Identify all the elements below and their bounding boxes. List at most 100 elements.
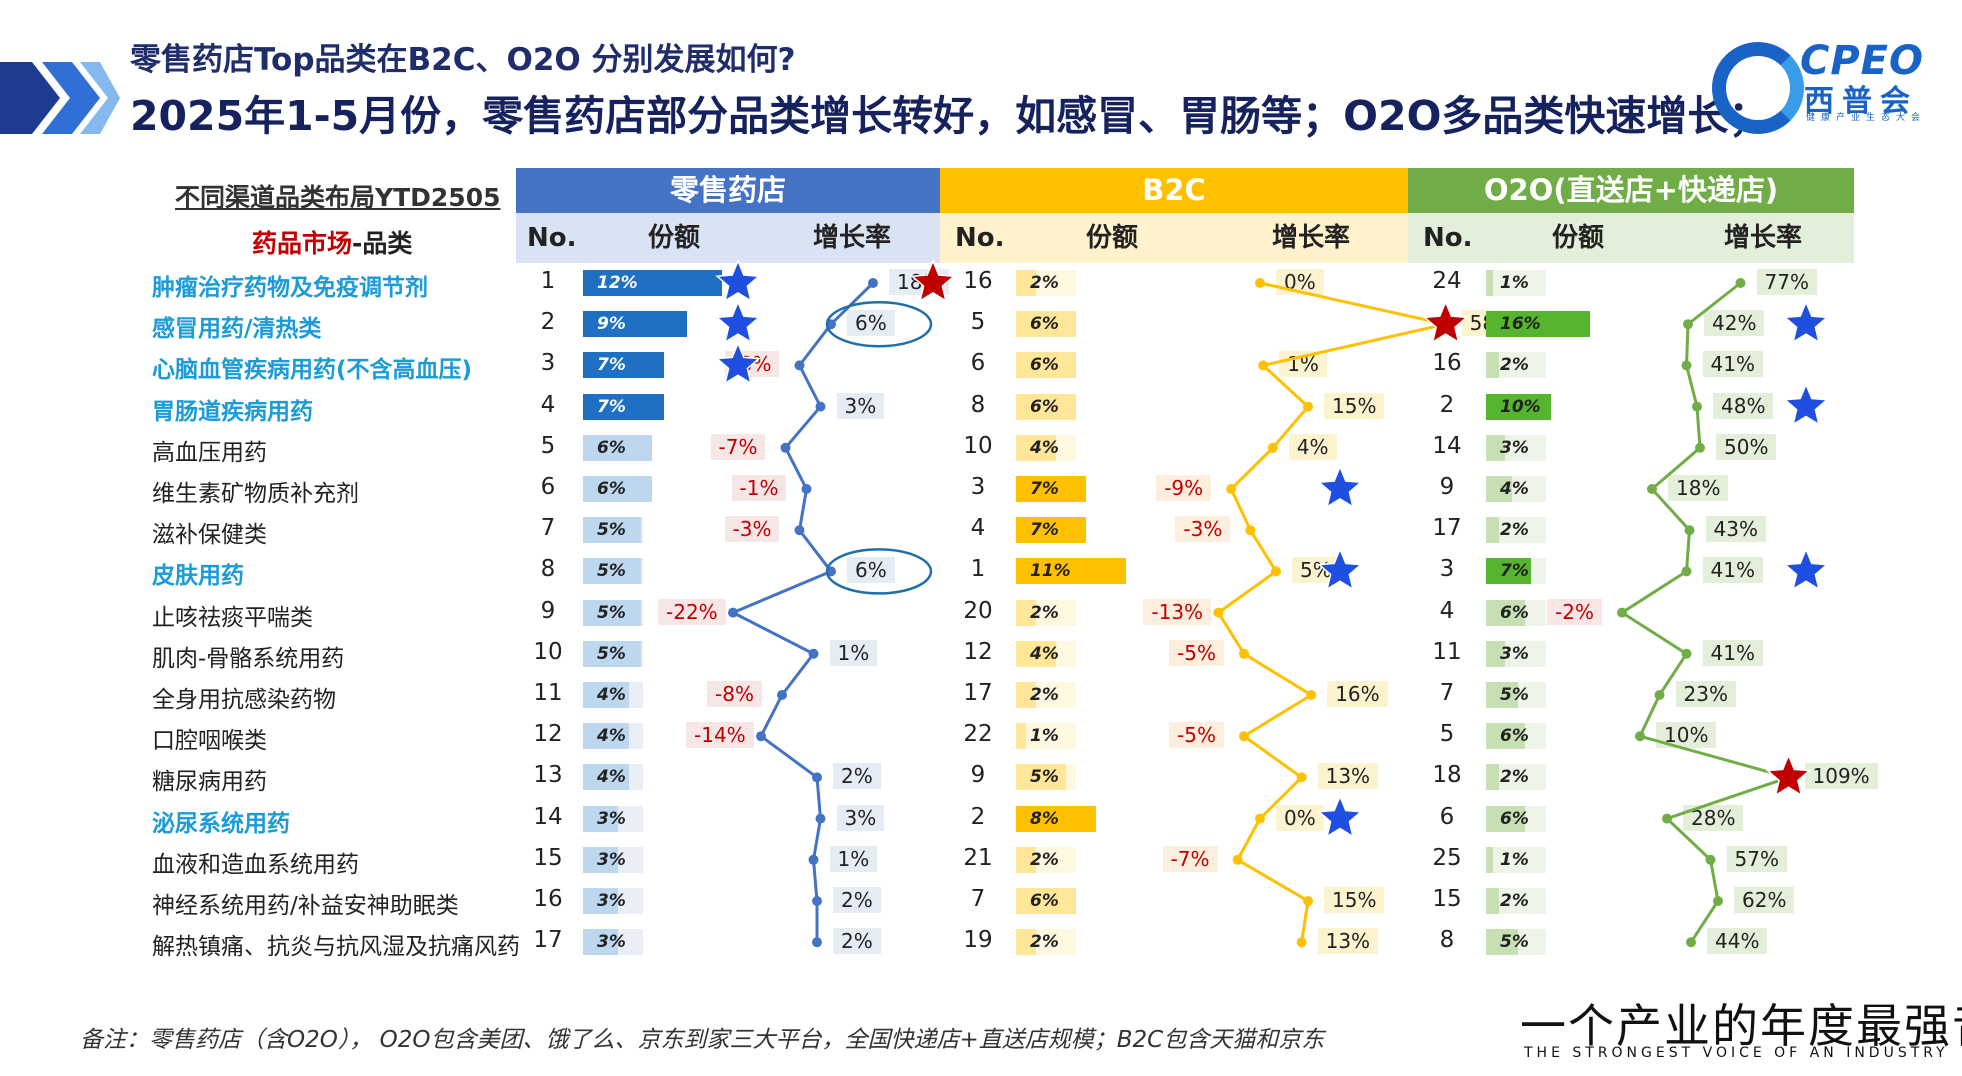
b2c-growth-label: 15% <box>1324 392 1385 419</box>
b2c-growth-point <box>1213 607 1224 618</box>
retail-rank: 3 <box>540 350 556 377</box>
b2c-share-bar <box>1016 805 1096 832</box>
logo-text: CPEO <box>1800 38 1924 84</box>
retail-growth-point <box>801 484 812 494</box>
b2c-share-label: 2% <box>1030 932 1059 953</box>
retail-growth-point <box>780 442 791 453</box>
table-market-title: 药品市场-品类 <box>252 224 412 260</box>
b2c-growth-point <box>1296 772 1307 783</box>
logo-cn: 西普会 <box>1804 84 1918 119</box>
b2c-bar-bg <box>1016 723 1076 750</box>
header-chevrons-icon <box>0 62 120 134</box>
b2c-rank: 8 <box>970 391 986 418</box>
table-layout-title: 不同渠道品类布局YTD2505 <box>175 183 501 212</box>
retail-growth-label: -3% <box>724 516 780 543</box>
o2o-growth-label: 109% <box>1804 763 1878 790</box>
b2c-share-label: 6% <box>1030 355 1059 376</box>
retail-growth-label: 6% <box>847 310 895 337</box>
b2c-growth-label: -7% <box>1162 845 1218 872</box>
retail-growth-line <box>729 281 875 943</box>
o2o-rank: 7 <box>1439 680 1455 706</box>
o2o-growth-label: 10% <box>1656 722 1717 749</box>
b2c-share-label: 6% <box>1030 314 1059 335</box>
retail-share-label: 3% <box>597 932 626 953</box>
b2c-growth-point <box>1306 690 1317 700</box>
o2o-growth-point <box>1617 607 1627 618</box>
o2o-share-label: 3% <box>1500 437 1529 458</box>
retail-growth-point <box>812 896 822 906</box>
market-title-dark: -品类 <box>352 229 413 258</box>
b2c-share-bar <box>1016 476 1086 502</box>
retail-growth-label: -22% <box>658 598 726 625</box>
b2c-share-label: 7% <box>1030 479 1059 499</box>
o2o-growth-point <box>1695 442 1705 453</box>
star-blue-icon <box>715 300 761 344</box>
b2c-rank: 2 <box>970 803 986 830</box>
o2o-rank: 4 <box>1439 597 1455 624</box>
b2c-share-bar <box>1016 558 1126 585</box>
retail-share-label: 7% <box>597 396 626 417</box>
category-label: 血液和造血系统用药 <box>152 851 359 878</box>
retail-growth-label: -1% <box>731 475 787 501</box>
footer-note: 备注：零售药店（含O2O）， O2O包含美团、饿了么、京东到家三大平台，全国快递… <box>80 1027 1325 1053</box>
retail-rank: 16 <box>533 886 563 912</box>
o2o-rank: 3 <box>1439 556 1455 583</box>
category-label: 肌肉-骨骼系统用药 <box>152 645 345 672</box>
category-label: 皮肤用药 <box>152 563 244 590</box>
retail-growth-label: 2% <box>833 763 881 790</box>
retail-rank: 13 <box>533 762 563 789</box>
b2c-rank: 4 <box>970 515 986 542</box>
o2o-share-bar <box>1486 311 1590 338</box>
retail-share-label: 5% <box>597 643 626 664</box>
b2c-share-label: 4% <box>1030 437 1059 458</box>
o2o-share-bar <box>1486 682 1519 708</box>
market-title-red: 药品市场 <box>252 229 353 258</box>
o2o-growth-label: 41% <box>1702 557 1763 584</box>
category-label: 止咳祛痰平喘类 <box>152 604 313 631</box>
star-blue-icon <box>1317 547 1363 591</box>
retail-rank: 6 <box>540 474 556 500</box>
retail-growth-point <box>812 772 822 783</box>
retail-share-label: 5% <box>597 520 626 541</box>
o2o-growth-line <box>1619 281 1794 944</box>
b2c-share-label: 7% <box>1030 520 1059 541</box>
b2c-col-growth: 增长率 <box>1272 223 1351 253</box>
retail-rank: 12 <box>533 721 563 748</box>
b2c-growth-point <box>1267 442 1278 453</box>
b2c-rank: 21 <box>963 844 993 871</box>
logo-subtitle: 健康产业生态大会 <box>1806 113 1927 123</box>
b2c-rank: 9 <box>970 762 986 789</box>
retail-rank: 15 <box>533 844 563 871</box>
b2c-growth-point <box>1239 731 1249 742</box>
o2o-share-label: 4% <box>1500 479 1529 499</box>
b2c-growth-label: -3% <box>1175 516 1231 543</box>
o2o-share-label: 5% <box>1500 685 1529 705</box>
b2c-share-label: 6% <box>1030 396 1059 417</box>
o2o-share-bar <box>1486 393 1551 420</box>
o2o-growth-label: 28% <box>1683 804 1744 831</box>
retail-share-bar <box>583 846 618 873</box>
b2c-growth-label: -9% <box>1156 475 1212 501</box>
retail-share-label: 6% <box>597 479 626 499</box>
o2o-share-label: 6% <box>1500 602 1529 623</box>
b2c-share-bar <box>1016 640 1056 667</box>
o2o-share-bar <box>1486 929 1519 956</box>
o2o-growth-label: 77% <box>1756 269 1817 295</box>
o2o-share-bar <box>1486 805 1525 832</box>
retail-growth-point <box>815 813 826 824</box>
retail-growth-label: 1% <box>829 845 878 872</box>
retail-share-bar <box>583 929 618 956</box>
page-subtitle: 零售药店Top品类在B2C、O2O 分别发展如何? <box>130 42 796 78</box>
o2o-growth-label: 23% <box>1675 681 1736 707</box>
o2o-col-no: No. <box>1423 223 1473 253</box>
section-b2c-header: B2C <box>940 168 1408 213</box>
b2c-col-share: 份额 <box>1086 223 1139 253</box>
o2o-share-bar <box>1486 764 1499 791</box>
o2o-col-share: 份额 <box>1552 223 1605 253</box>
o2o-share-bar <box>1486 476 1512 502</box>
retail-growth-label: -14% <box>686 722 754 749</box>
retail-share-label: 3% <box>597 808 626 829</box>
o2o-share-label: 5% <box>1500 932 1529 953</box>
o2o-share-bar <box>1486 723 1525 750</box>
section-b2c-title: B2C <box>1142 173 1206 207</box>
